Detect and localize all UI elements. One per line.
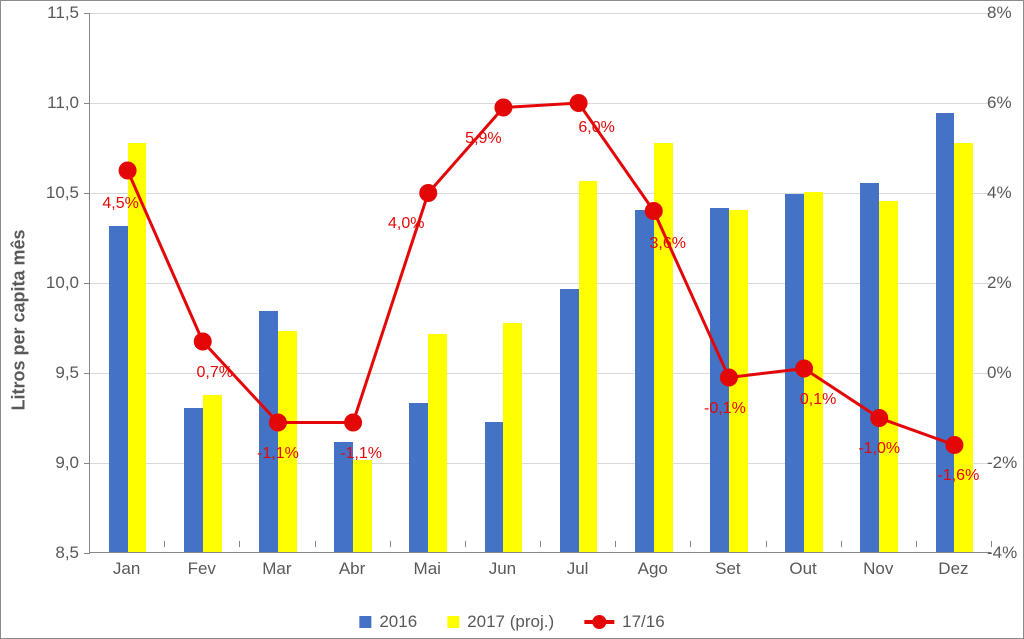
y-right-label: 0% (987, 363, 1023, 383)
x-category-label: Mar (262, 559, 291, 579)
x-tick (916, 541, 917, 547)
x-category-label: Dez (938, 559, 968, 579)
line-series-path (128, 103, 955, 445)
x-category-label: Nov (863, 559, 893, 579)
x-category-label: Jun (489, 559, 516, 579)
y-left-label: 11,5 (1, 3, 79, 23)
y-left-label: 10,0 (1, 273, 79, 293)
x-category-label: Set (715, 559, 741, 579)
x-category-label: Mai (414, 559, 441, 579)
x-tick (164, 541, 165, 547)
x-tick (89, 541, 90, 547)
x-category-label: Abr (339, 559, 365, 579)
chart-container: Litros per capita mês 4,5%0,7%-1,1%-1,1%… (0, 0, 1024, 639)
legend-item-2017: 2017 (proj.) (447, 612, 554, 632)
line-marker (269, 414, 287, 432)
legend-label-ratio: 17/16 (622, 612, 665, 632)
x-tick (465, 541, 466, 547)
y-left-label: 9,5 (1, 363, 79, 383)
y-left-label: 11,0 (1, 93, 79, 113)
x-tick (766, 541, 767, 547)
legend-item-ratio: 17/16 (584, 612, 665, 632)
x-category-label: Jul (567, 559, 589, 579)
x-tick (991, 541, 992, 547)
y-left-label: 10,5 (1, 183, 79, 203)
x-tick (841, 541, 842, 547)
legend-item-2016: 2016 (359, 612, 417, 632)
x-tick (390, 541, 391, 547)
line-marker (194, 333, 212, 351)
line-marker (570, 94, 588, 112)
legend-label-2017: 2017 (proj.) (467, 612, 554, 632)
line-marker (494, 99, 512, 117)
plot-area: 4,5%0,7%-1,1%-1,1%4,0%5,9%6,0%3,6%-0,1%0… (89, 13, 991, 553)
y-right-label: 8% (987, 3, 1023, 23)
line-marker (119, 162, 137, 180)
line-marker (344, 414, 362, 432)
x-tick (315, 541, 316, 547)
line-marker (419, 184, 437, 202)
x-tick (615, 541, 616, 547)
legend-swatch-2016 (359, 616, 371, 628)
line-marker (720, 369, 738, 387)
x-category-label: Jan (113, 559, 140, 579)
legend-label-2016: 2016 (379, 612, 417, 632)
y-tick (84, 553, 90, 554)
line-marker (645, 202, 663, 220)
legend-swatch-2017 (447, 616, 459, 628)
x-tick (690, 541, 691, 547)
y-right-label: 6% (987, 93, 1023, 113)
x-category-label: Out (789, 559, 816, 579)
y-right-label: -2% (987, 453, 1023, 473)
x-tick (239, 541, 240, 547)
x-category-label: Ago (638, 559, 668, 579)
y-right-label: 4% (987, 183, 1023, 203)
line-marker (795, 360, 813, 378)
line-marker (870, 409, 888, 427)
y-right-label: -4% (987, 543, 1023, 563)
line-marker (945, 436, 963, 454)
y-left-label: 9,0 (1, 453, 79, 473)
line-series-svg (90, 13, 991, 552)
legend: 2016 2017 (proj.) 17/16 (359, 612, 664, 632)
y-right-label: 2% (987, 273, 1023, 293)
legend-line-icon (584, 615, 614, 629)
y-left-label: 8,5 (1, 543, 79, 563)
x-category-label: Fev (188, 559, 216, 579)
x-tick (540, 541, 541, 547)
